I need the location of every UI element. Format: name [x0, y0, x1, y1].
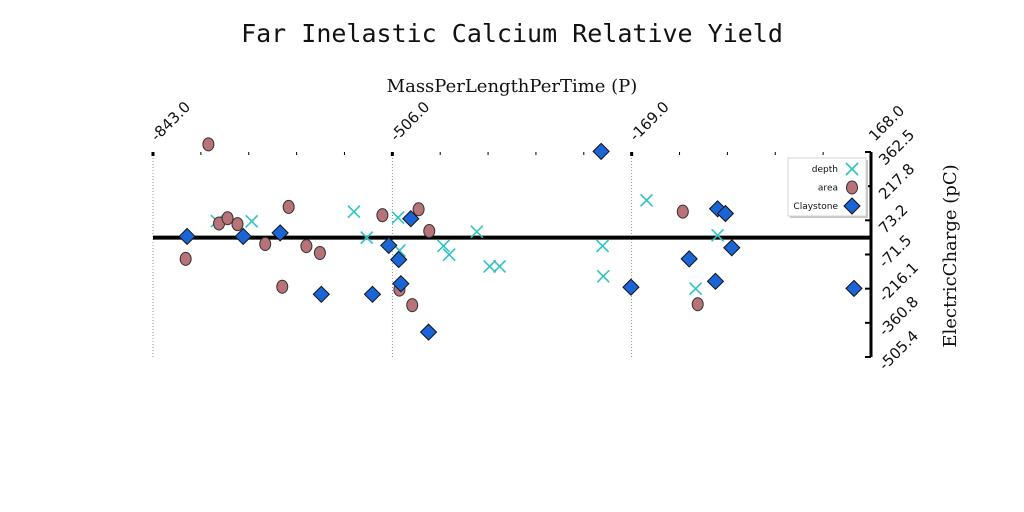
data-point: [706, 272, 725, 291]
x-marker-stroke: [595, 239, 610, 253]
y-tick-label: 217.8: [875, 160, 918, 203]
y-axis-label: ElectricCharge (pC): [940, 164, 961, 347]
data-point: [271, 224, 289, 242]
legend: depth area Claystone: [787, 157, 868, 218]
data-point: [689, 282, 703, 296]
data-point: [493, 259, 507, 274]
x-marker-stroke: [245, 214, 259, 228]
data-point: [592, 142, 610, 161]
data-point: [282, 199, 295, 214]
axes: [151, 151, 873, 358]
data-point: [723, 239, 741, 257]
data-point: [380, 236, 398, 255]
x-marker-stroke: [391, 210, 405, 225]
data-point: [676, 204, 689, 219]
data-point: [363, 285, 382, 304]
x-tick-label: -843.0: [147, 98, 194, 145]
data-point: [376, 208, 389, 223]
data-point: [360, 231, 374, 245]
data-point: [640, 193, 654, 207]
x-marker-stroke: [436, 239, 451, 253]
x-marker-stroke: [689, 282, 703, 296]
data-point: [300, 239, 313, 254]
y-tick-label: 73.2: [875, 201, 911, 237]
x-marker-stroke: [640, 193, 654, 207]
x-marker-stroke: [711, 228, 725, 242]
data-point: [680, 250, 698, 268]
legend-label: depth: [812, 165, 838, 175]
data-point: [691, 297, 704, 312]
data-point: [221, 211, 234, 226]
x-marker-stroke: [442, 248, 456, 262]
x-marker-stroke: [596, 269, 610, 283]
data-point: [442, 248, 456, 262]
data-point: [259, 237, 272, 252]
legend-marker: [843, 197, 861, 215]
x-marker-stroke: [347, 205, 361, 219]
x-marker-stroke: [360, 231, 374, 245]
x-tick-label: -169.0: [626, 98, 673, 145]
data-point: [178, 227, 196, 246]
x-tick-label: -506.0: [386, 98, 433, 145]
x-marker-stroke: [845, 162, 859, 176]
data-point: [845, 279, 863, 298]
data-point: [716, 204, 735, 223]
data-point: [202, 137, 215, 152]
data-point: [245, 214, 259, 228]
data-point: [390, 250, 408, 269]
legend-marker: [846, 180, 858, 195]
data-point: [179, 251, 192, 266]
data-point: [347, 205, 361, 219]
series-area: [179, 137, 704, 313]
data-point: [622, 278, 640, 296]
data-point: [595, 239, 610, 253]
data-point: [419, 323, 438, 341]
legend-marker: [845, 162, 859, 176]
data-point: [423, 224, 436, 239]
data-point: [234, 227, 252, 246]
chart-title: Far Inelastic Calcium Relative Yield: [241, 19, 783, 48]
data-point: [231, 217, 244, 232]
grid: [152, 152, 633, 357]
data-series: [178, 137, 863, 341]
data-point: [436, 239, 451, 253]
x-marker-stroke: [493, 259, 507, 274]
x-marker-stroke: [483, 259, 497, 274]
data-point: [391, 210, 405, 225]
data-point: [402, 210, 420, 228]
legend-label: area: [818, 184, 838, 194]
legend-label: Claystone: [793, 202, 838, 212]
data-point: [483, 259, 497, 274]
data-point: [312, 285, 331, 304]
x-axis-label: MassPerLengthPerTime (P): [387, 76, 638, 97]
data-point: [406, 298, 419, 313]
series-claystone: [178, 142, 863, 341]
data-point: [470, 225, 484, 239]
data-point: [392, 274, 410, 293]
data-point: [711, 228, 725, 242]
x-marker-stroke: [470, 225, 484, 239]
data-point: [276, 279, 289, 294]
data-point: [596, 269, 610, 283]
data-point: [412, 202, 425, 217]
data-point: [313, 245, 326, 260]
